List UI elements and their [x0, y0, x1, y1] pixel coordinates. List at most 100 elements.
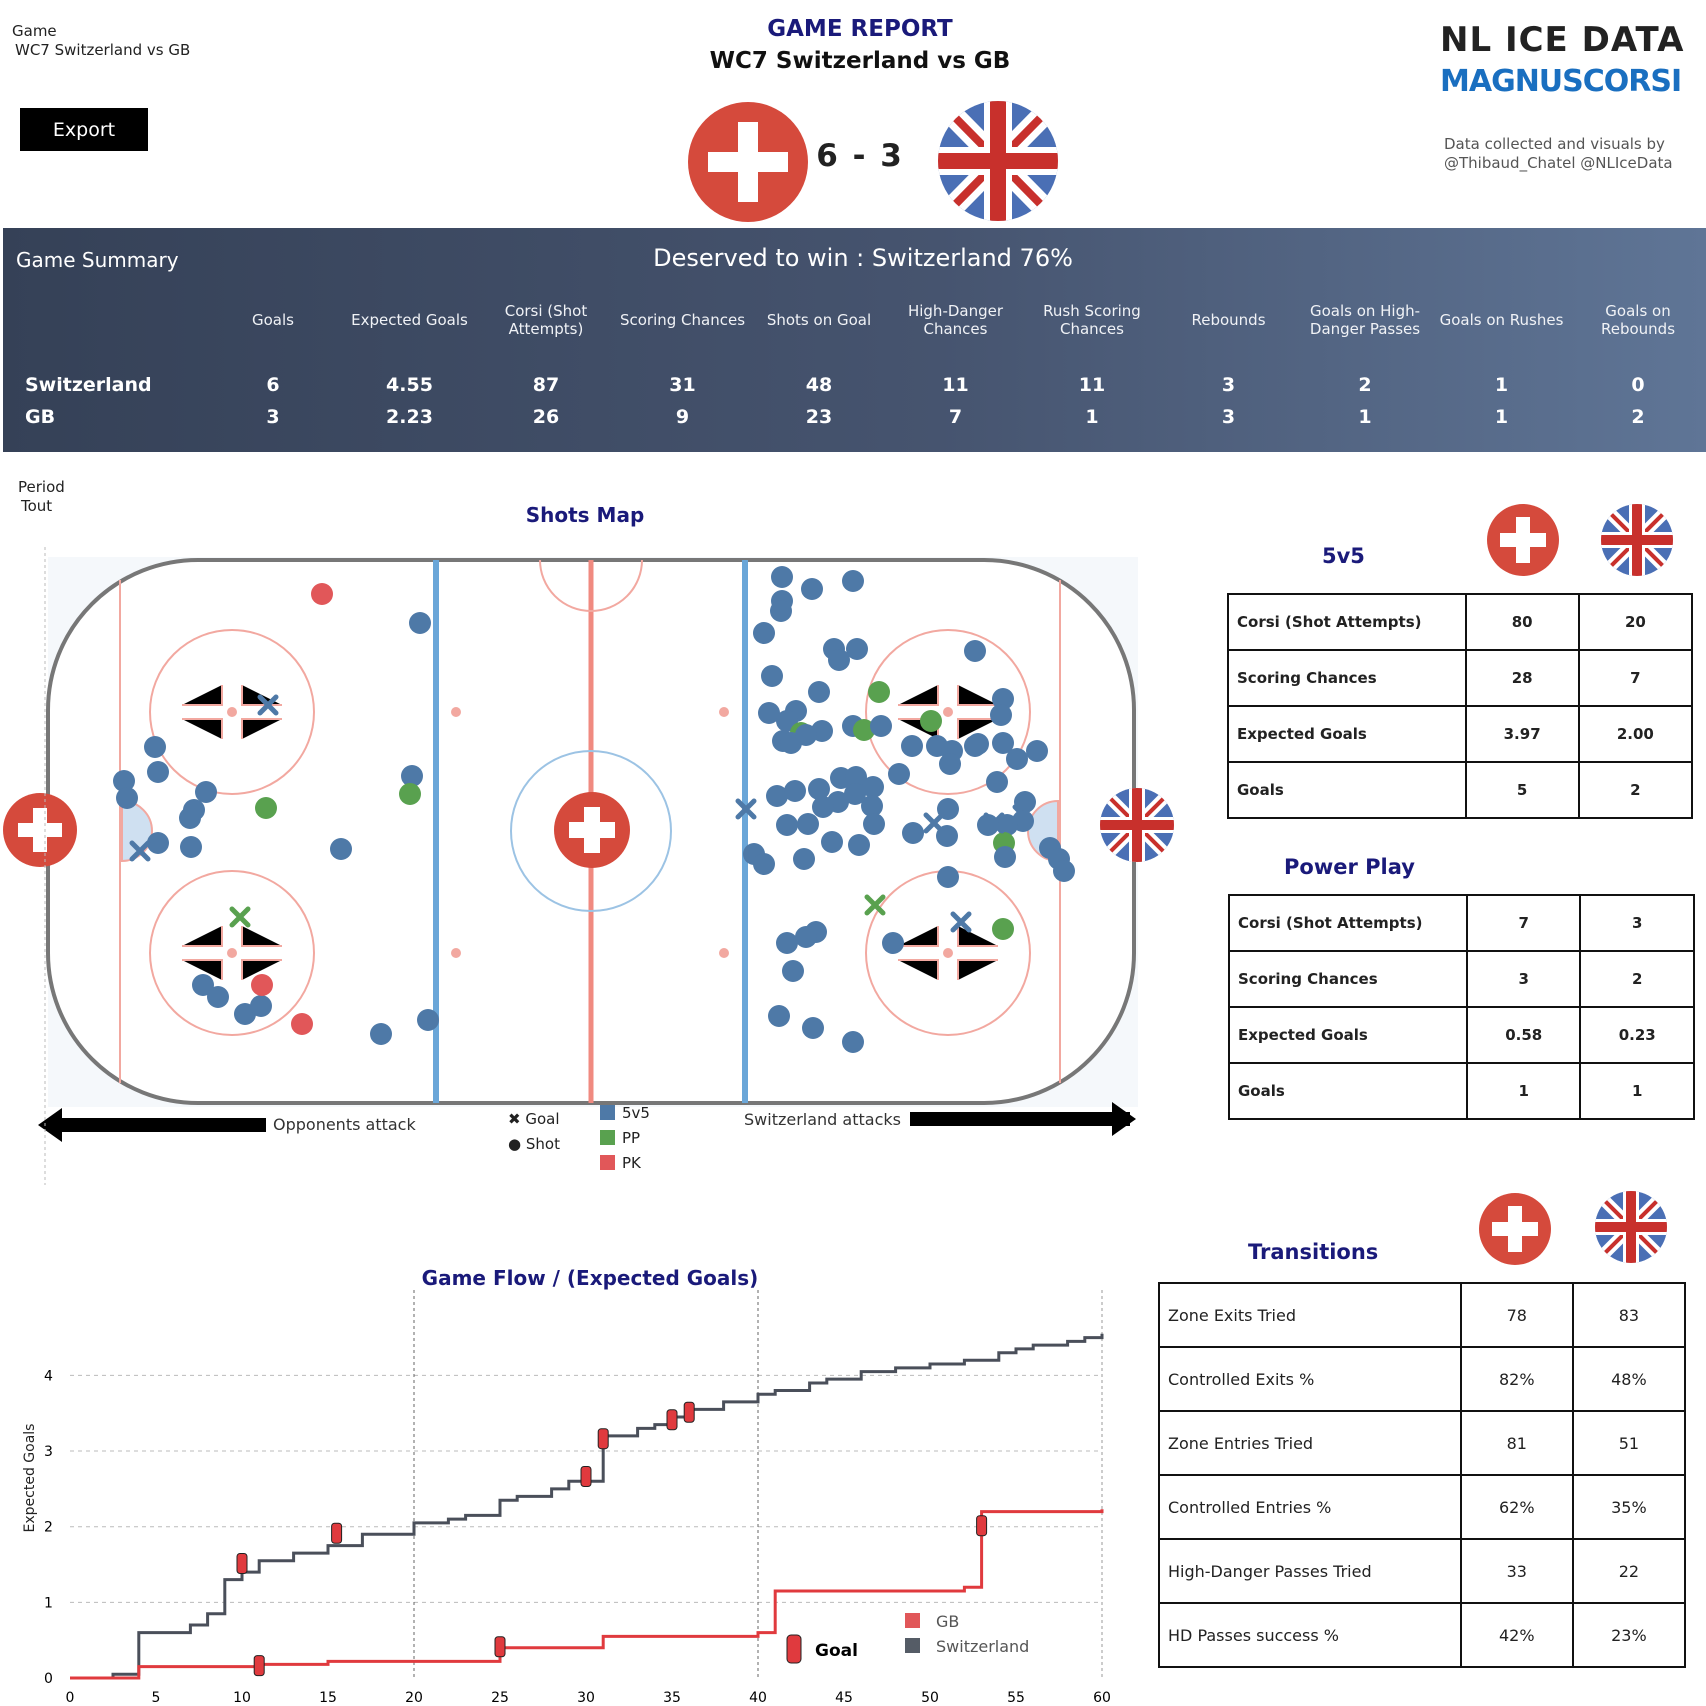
shot-marker: [964, 640, 986, 662]
summary-col-header: Goals on Rushes: [1439, 311, 1564, 329]
shot-marker: [207, 986, 229, 1008]
summary-cell: 1: [1085, 406, 1099, 428]
shot-marker: [144, 736, 166, 758]
legend-gb-swatch: [905, 1613, 920, 1628]
opponents-attack-arrow: [38, 1108, 266, 1142]
gb-flag-icon: [1595, 1191, 1667, 1263]
gb-value: 3: [1579, 894, 1695, 952]
x-tick-label: 30: [577, 1690, 595, 1706]
goal-marker: [257, 694, 279, 716]
switzerland-value: 0.58: [1465, 1006, 1582, 1064]
fivevfive-title: 5v5: [1322, 544, 1365, 568]
goal-marker-icon: [976, 1515, 988, 1537]
shot-marker: [939, 753, 961, 775]
brand-line1: NL ICE DATA: [1440, 20, 1685, 60]
gb-value: 7: [1577, 649, 1694, 707]
switzerland-value: 78: [1459, 1282, 1574, 1348]
goal-marker-icon: [597, 1428, 609, 1450]
gb-value: 2: [1579, 950, 1695, 1008]
switzerland-value: 5: [1464, 761, 1580, 819]
shot-marker: [250, 995, 272, 1017]
powerplay-table: Corsi (Shot Attempts) 7 3 Scoring Chances 3 2…: [1228, 894, 1695, 1120]
summary-cell: 87: [532, 374, 560, 396]
shot-marker: [147, 761, 169, 783]
report-subtitle: WC7 Switzerland vs GB: [709, 48, 1011, 74]
deserved-to-win: Deserved to win : Switzerland 76%: [603, 244, 1123, 272]
shots-map-rink: [3, 545, 1174, 1185]
row-label: Zone Exits Tried: [1158, 1282, 1462, 1348]
legend-shot: ● Shot: [508, 1135, 560, 1153]
report-title: GAME REPORT: [767, 16, 953, 42]
shot-marker: [845, 766, 867, 788]
shot-marker: [842, 1031, 864, 1053]
shot-marker: [784, 780, 806, 802]
summary-cell: 3: [266, 406, 280, 428]
table-row: Controlled Entries % 62% 35%: [1158, 1474, 1687, 1540]
gb-value: 2.00: [1577, 705, 1694, 763]
brand-line2: MAGNUSCORSI: [1440, 64, 1682, 99]
row-label: Goals: [1228, 1062, 1468, 1120]
summary-cell: 3: [1221, 374, 1236, 396]
goal-marker-icon: [683, 1401, 695, 1423]
summary-cell: 2: [1631, 406, 1645, 428]
table-row: Expected Goals 0.58 0.23: [1228, 1006, 1695, 1064]
goal-marker-icon: [666, 1409, 678, 1431]
summary-col-header: Corsi (Shot Attempts): [504, 302, 588, 338]
goal-marker: [864, 894, 886, 916]
summary-col-header: Rush Scoring Chances: [1043, 302, 1141, 338]
gb-flag-icon: [1601, 504, 1673, 576]
period-filter-value[interactable]: Tout: [21, 497, 53, 515]
row-label: High-Danger Passes Tried: [1158, 1538, 1462, 1604]
period-filter-label: Period: [18, 478, 65, 496]
shot-marker: [330, 838, 352, 860]
summary-cell: 2.23: [386, 406, 433, 428]
switzerland-value: 82%: [1459, 1346, 1574, 1412]
shot-marker: [848, 834, 870, 856]
goal-marker: [1012, 804, 1034, 826]
deserved-label: Deserved to win :: [653, 244, 865, 272]
table-row: Zone Exits Tried 78 83: [1158, 1282, 1687, 1348]
goal-marker-icon: [494, 1636, 506, 1658]
period-filter[interactable]: Period Tout: [18, 478, 65, 516]
table-row: Goals 5 2: [1227, 761, 1694, 819]
shot-marker: [255, 797, 277, 819]
shot-marker: [863, 813, 885, 835]
game-filter[interactable]: Game WC7 Switzerland vs GB: [12, 22, 190, 60]
row-label: Expected Goals: [1227, 705, 1467, 763]
shot-marker: [768, 1005, 790, 1027]
transitions-table: Zone Exits Tried 78 83 Controlled Exits % 82…: [1158, 1282, 1687, 1668]
table-row: Scoring Chances 28 7: [1227, 649, 1694, 707]
goal-marker-icon: [236, 1553, 248, 1575]
table-row: Zone Entries Tried 81 51: [1158, 1410, 1687, 1476]
goal-marker-icon: ✖: [508, 1110, 521, 1128]
shot-marker: [113, 770, 135, 792]
shot-marker: [417, 1009, 439, 1031]
shot-marker: [1006, 748, 1028, 770]
y-tick-label: 3: [44, 1444, 53, 1460]
switzerland-value: 81: [1459, 1410, 1574, 1476]
fivevfive-table: Corsi (Shot Attempts) 80 20 Scoring Chances…: [1227, 593, 1694, 819]
game-filter-value[interactable]: WC7 Switzerland vs GB: [15, 41, 191, 59]
y-tick-label: 4: [44, 1368, 53, 1384]
game-flow-title: Game Flow / (Expected Goals): [421, 1266, 759, 1290]
summary-cell: 1: [1494, 406, 1509, 428]
gb-value: 23%: [1571, 1602, 1687, 1668]
gb-value: 0.23: [1579, 1006, 1695, 1064]
shot-marker: [846, 638, 868, 660]
shot-marker: [870, 715, 892, 737]
summary-col-header: Scoring Chances: [619, 311, 746, 329]
switzerland-value: 42%: [1459, 1602, 1574, 1668]
x-tick-label: 15: [319, 1690, 337, 1706]
x-tick-label: 5: [152, 1690, 161, 1706]
shot-marker: [795, 926, 817, 948]
switzerland-value: 3.97: [1464, 705, 1580, 763]
table-row: Expected Goals 3.97 2.00: [1227, 705, 1694, 763]
gb-value: 51: [1571, 1410, 1687, 1476]
switzerland-value: 80: [1464, 593, 1580, 651]
table-row: Controlled Exits % 82% 48%: [1158, 1346, 1687, 1412]
export-button[interactable]: Export: [20, 108, 148, 151]
x-tick-label: 45: [835, 1690, 853, 1706]
shot-marker: [862, 776, 884, 798]
gb-value: 83: [1571, 1282, 1687, 1348]
